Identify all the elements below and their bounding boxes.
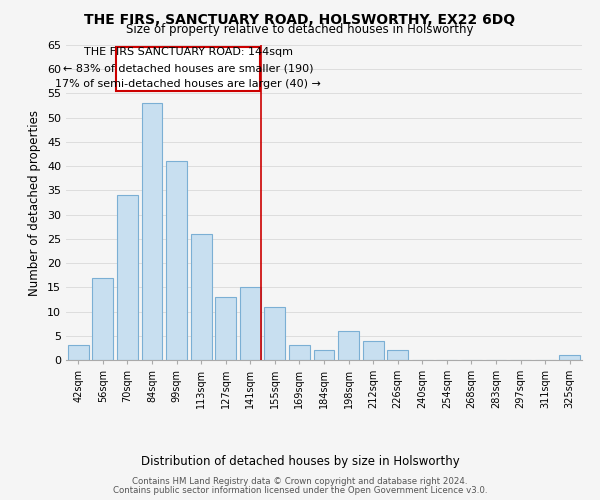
Bar [117,195,138,360]
Text: 17% of semi-detached houses are larger (40) →: 17% of semi-detached houses are larger (… [55,79,321,89]
Y-axis label: Number of detached properties: Number of detached properties [28,110,41,296]
Bar [166,162,187,360]
Bar [142,103,163,360]
Bar [314,350,334,360]
Text: Distribution of detached houses by size in Holsworthy: Distribution of detached houses by size … [140,454,460,468]
Bar [387,350,408,360]
Bar [559,355,580,360]
Bar [68,346,89,360]
Text: Size of property relative to detached houses in Holsworthy: Size of property relative to detached ho… [126,22,474,36]
Bar [240,288,261,360]
Text: THE FIRS, SANCTUARY ROAD, HOLSWORTHY, EX22 6DQ: THE FIRS, SANCTUARY ROAD, HOLSWORTHY, EX… [85,12,515,26]
Text: Contains public sector information licensed under the Open Government Licence v3: Contains public sector information licen… [113,486,487,495]
FancyBboxPatch shape [116,48,260,91]
Bar [338,331,359,360]
Bar [362,340,383,360]
Bar [191,234,212,360]
Bar [289,346,310,360]
Bar [92,278,113,360]
Text: THE FIRS SANCTUARY ROAD: 144sqm: THE FIRS SANCTUARY ROAD: 144sqm [84,48,293,58]
Text: Contains HM Land Registry data © Crown copyright and database right 2024.: Contains HM Land Registry data © Crown c… [132,477,468,486]
Bar [265,306,286,360]
Text: ← 83% of detached houses are smaller (190): ← 83% of detached houses are smaller (19… [63,64,313,74]
Bar [215,297,236,360]
